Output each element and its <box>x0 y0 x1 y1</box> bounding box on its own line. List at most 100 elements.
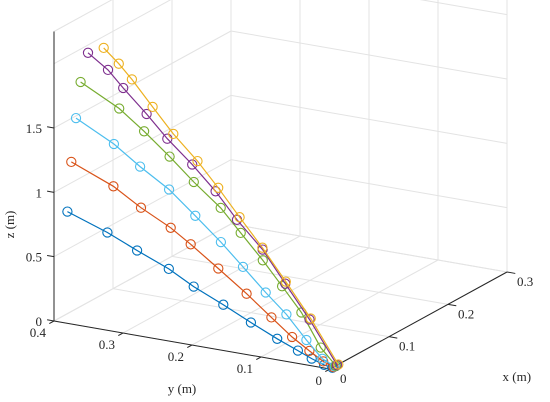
x-axis-line <box>329 271 508 370</box>
y-axis-label: y (m) <box>168 381 197 396</box>
series-6 <box>98 42 344 370</box>
x-tick-label: 0.1 <box>399 339 415 354</box>
x-tick-label: 0.2 <box>458 306 474 321</box>
data-point-marker <box>188 281 199 292</box>
data-point-marker <box>237 261 249 273</box>
data-point-marker <box>102 64 114 76</box>
data-point-marker <box>164 151 175 162</box>
y-tick-mark <box>187 344 193 349</box>
data-point-marker <box>241 288 252 299</box>
grid-line-wall-x-horiz <box>230 159 508 209</box>
data-point-marker <box>215 236 227 248</box>
grid-line-floor-y <box>122 235 301 334</box>
grid-line-wall-x-horiz <box>419 0 508 16</box>
y-tick-label: 0.3 <box>99 337 115 352</box>
z-tick-mark <box>47 126 55 129</box>
z-tick-label: 1.5 <box>26 121 42 136</box>
y-tick-mark <box>118 332 124 337</box>
data-point-marker <box>108 181 119 192</box>
x-tick-label: 0.3 <box>517 274 533 289</box>
z-axis-label: z (m) <box>2 211 17 239</box>
data-point-marker <box>138 126 150 137</box>
data-point-marker <box>280 276 291 287</box>
series-line <box>70 161 334 368</box>
data-point-marker <box>66 156 77 168</box>
data-point-marker <box>163 184 175 195</box>
data-point-marker <box>304 314 315 325</box>
y-tick-label: 0.1 <box>237 361 253 376</box>
data-point-marker <box>62 206 73 217</box>
grid-line-floor-y <box>260 259 439 358</box>
data-point-marker <box>317 353 328 364</box>
series-1 <box>62 206 338 373</box>
data-point-marker <box>245 317 257 328</box>
grid-line-wall-y-horiz <box>53 0 172 65</box>
series-group <box>62 42 344 373</box>
data-point-marker <box>257 255 268 266</box>
data-point-marker <box>234 212 245 223</box>
data-point-marker <box>147 101 158 113</box>
data-point-marker <box>190 210 201 221</box>
data-point-marker <box>257 242 268 253</box>
data-point-marker <box>102 227 113 238</box>
data-point-marker <box>281 309 292 320</box>
y-tick-mark <box>49 320 55 325</box>
grid <box>53 0 508 370</box>
data-point-marker <box>218 299 229 310</box>
data-point-marker <box>306 353 317 364</box>
data-point-marker <box>141 108 152 120</box>
data-point-marker <box>292 345 304 356</box>
grid-line-wall-y-horiz <box>53 30 232 129</box>
data-point-marker <box>113 58 124 69</box>
grid-line-wall-y-horiz <box>53 94 232 193</box>
series-line <box>103 47 339 365</box>
data-point-marker <box>126 74 138 85</box>
grid-line-wall-x-horiz <box>230 94 508 144</box>
data-point-marker <box>315 342 326 353</box>
y-tick-label: 0 <box>316 373 323 388</box>
grid-line-floor-y <box>191 247 370 346</box>
data-point-marker <box>304 345 315 357</box>
series-3 <box>70 112 340 372</box>
labels: x (m) y (m) z (m) <box>2 211 531 396</box>
series-line <box>87 52 338 366</box>
x-tick-mark <box>447 303 457 307</box>
data-point-marker <box>260 287 271 298</box>
data-point-marker <box>266 312 277 323</box>
z-tick-label: 1 <box>36 185 43 200</box>
grid-line-wall-x-horiz <box>230 223 508 273</box>
data-point-marker <box>134 161 146 172</box>
data-point-marker <box>70 112 82 124</box>
z-tick-label: 0 <box>36 314 43 329</box>
series-line <box>67 211 333 369</box>
data-point-marker <box>301 334 312 346</box>
data-point-marker <box>272 333 283 344</box>
axes: 00.10.20.300.10.20.30.400.511.5 <box>26 31 533 388</box>
series-2 <box>66 156 339 373</box>
data-point-marker <box>235 227 246 239</box>
x-axis-label: x (m) <box>503 369 532 384</box>
data-point-marker <box>187 159 198 170</box>
data-point-marker <box>286 331 298 343</box>
y-tick-label: 0.2 <box>168 349 184 364</box>
data-point-marker <box>118 82 129 94</box>
data-point-marker <box>215 202 226 214</box>
data-point-marker <box>213 182 224 193</box>
series-line <box>75 117 336 367</box>
data-point-marker <box>333 359 344 370</box>
grid-line-wall-x-horiz <box>230 30 508 80</box>
series-line <box>80 81 337 367</box>
data-point-marker <box>305 313 316 324</box>
data-point-marker <box>82 47 94 58</box>
y-tick-mark <box>256 356 262 361</box>
x-tick-label: 0 <box>340 371 347 386</box>
grid-line-wall-y-horiz <box>53 223 232 322</box>
data-point-marker <box>168 128 179 140</box>
data-point-marker <box>98 42 109 54</box>
data-point-marker <box>75 76 86 88</box>
data-point-marker <box>185 239 196 250</box>
data-point-marker <box>213 263 224 274</box>
data-point-marker <box>165 222 176 233</box>
data-point-marker <box>192 155 203 167</box>
